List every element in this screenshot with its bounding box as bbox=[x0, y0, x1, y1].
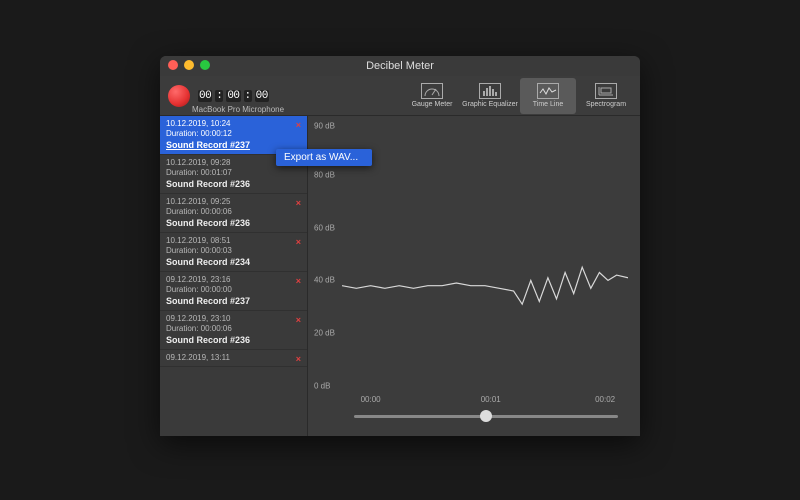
delete-icon[interactable]: × bbox=[296, 315, 301, 325]
timer-ss: 00 bbox=[255, 90, 269, 102]
time-icon bbox=[537, 83, 559, 99]
y-axis-label: 20 dB bbox=[314, 329, 335, 338]
tab-gauge[interactable]: Gauge Meter bbox=[404, 78, 460, 114]
delete-icon[interactable]: × bbox=[296, 276, 301, 286]
recording-duration: Duration: 00:00:06 bbox=[166, 324, 301, 333]
y-axis-label: 0 dB bbox=[314, 382, 330, 391]
eq-icon bbox=[479, 83, 501, 99]
timer-display: 00 : 00 : 00 bbox=[198, 90, 269, 102]
delete-icon[interactable]: × bbox=[296, 198, 301, 208]
tab-label: Graphic Equalizer bbox=[462, 101, 518, 108]
input-device-label: MacBook Pro Microphone bbox=[192, 105, 284, 114]
x-axis-label: 00:02 bbox=[595, 395, 615, 404]
recording-name: Sound Record #236 bbox=[166, 218, 301, 228]
timeline-slider[interactable] bbox=[354, 415, 618, 418]
tab-time[interactable]: Time Line bbox=[520, 78, 576, 114]
x-axis-label: 00:01 bbox=[481, 395, 501, 404]
y-axis-label: 90 dB bbox=[314, 122, 335, 131]
tab-label: Spectrogram bbox=[586, 101, 626, 108]
gauge-icon bbox=[421, 83, 443, 99]
recording-duration: Duration: 00:00:03 bbox=[166, 246, 301, 255]
spec-icon bbox=[595, 83, 617, 99]
y-axis-label: 60 dB bbox=[314, 223, 335, 232]
recording-item[interactable]: 09.12.2019, 23:16Duration: 00:00:00 Sound… bbox=[160, 272, 307, 311]
timer-sep: : bbox=[215, 90, 223, 102]
plot-area bbox=[342, 122, 628, 386]
recording-duration: Duration: 00:00:12 bbox=[166, 129, 301, 138]
delete-icon[interactable]: × bbox=[296, 120, 301, 130]
line-path bbox=[342, 122, 628, 386]
recording-date: 10.12.2019, 08:51 bbox=[166, 236, 301, 245]
recording-name: Sound Record #234 bbox=[166, 257, 301, 267]
minimize-icon[interactable] bbox=[184, 60, 194, 70]
y-axis-label: 80 dB bbox=[314, 170, 335, 179]
recording-date: 09.12.2019, 13:11 bbox=[166, 353, 301, 362]
timer-hh: 00 bbox=[198, 90, 212, 102]
titlebar: Decibel Meter bbox=[160, 56, 640, 76]
tab-label: Time Line bbox=[533, 101, 563, 108]
recording-item[interactable]: 09.12.2019, 23:10Duration: 00:00:06 Sound… bbox=[160, 311, 307, 350]
timer-mm: 00 bbox=[226, 90, 240, 102]
recording-item[interactable]: 09.12.2019, 13:11× bbox=[160, 350, 307, 367]
close-icon[interactable] bbox=[168, 60, 178, 70]
slider-thumb[interactable] bbox=[480, 410, 492, 422]
tab-label: Gauge Meter bbox=[412, 101, 453, 108]
context-menu-export-wav[interactable]: Export as WAV... bbox=[276, 149, 372, 166]
recording-date: 10.12.2019, 10:24 bbox=[166, 119, 301, 128]
window-body: 10.12.2019, 10:24Duration: 00:00:12 Sound… bbox=[160, 116, 640, 436]
recording-name: Sound Record #236 bbox=[166, 179, 301, 189]
recording-item[interactable]: 10.12.2019, 08:51Duration: 00:00:03 Sound… bbox=[160, 233, 307, 272]
app-window: Decibel Meter 00 : 00 : 00 Gauge Meter Gr… bbox=[160, 56, 640, 436]
tab-eq[interactable]: Graphic Equalizer bbox=[462, 78, 518, 114]
recording-duration: Duration: 00:00:00 bbox=[166, 285, 301, 294]
recording-item[interactable]: 10.12.2019, 09:25Duration: 00:00:06 Sound… bbox=[160, 194, 307, 233]
recording-date: 09.12.2019, 23:10 bbox=[166, 314, 301, 323]
maximize-icon[interactable] bbox=[200, 60, 210, 70]
x-axis-label: 00:00 bbox=[361, 395, 381, 404]
timer-sep: : bbox=[244, 90, 252, 102]
recording-duration: Duration: 00:01:07 bbox=[166, 168, 301, 177]
traffic-lights bbox=[168, 60, 210, 70]
record-button[interactable] bbox=[168, 85, 190, 107]
recording-duration: Duration: 00:00:06 bbox=[166, 207, 301, 216]
window-title: Decibel Meter bbox=[366, 60, 434, 72]
recording-name: Sound Record #236 bbox=[166, 335, 301, 345]
recording-date: 10.12.2019, 09:25 bbox=[166, 197, 301, 206]
y-axis-label: 40 dB bbox=[314, 276, 335, 285]
view-tabs: Gauge Meter Graphic Equalizer Time Line Spe… bbox=[404, 78, 634, 114]
tab-spec[interactable]: Spectrogram bbox=[578, 78, 634, 114]
delete-icon[interactable]: × bbox=[296, 354, 301, 364]
recording-name: Sound Record #237 bbox=[166, 296, 301, 306]
delete-icon[interactable]: × bbox=[296, 237, 301, 247]
recording-date: 09.12.2019, 23:16 bbox=[166, 275, 301, 284]
